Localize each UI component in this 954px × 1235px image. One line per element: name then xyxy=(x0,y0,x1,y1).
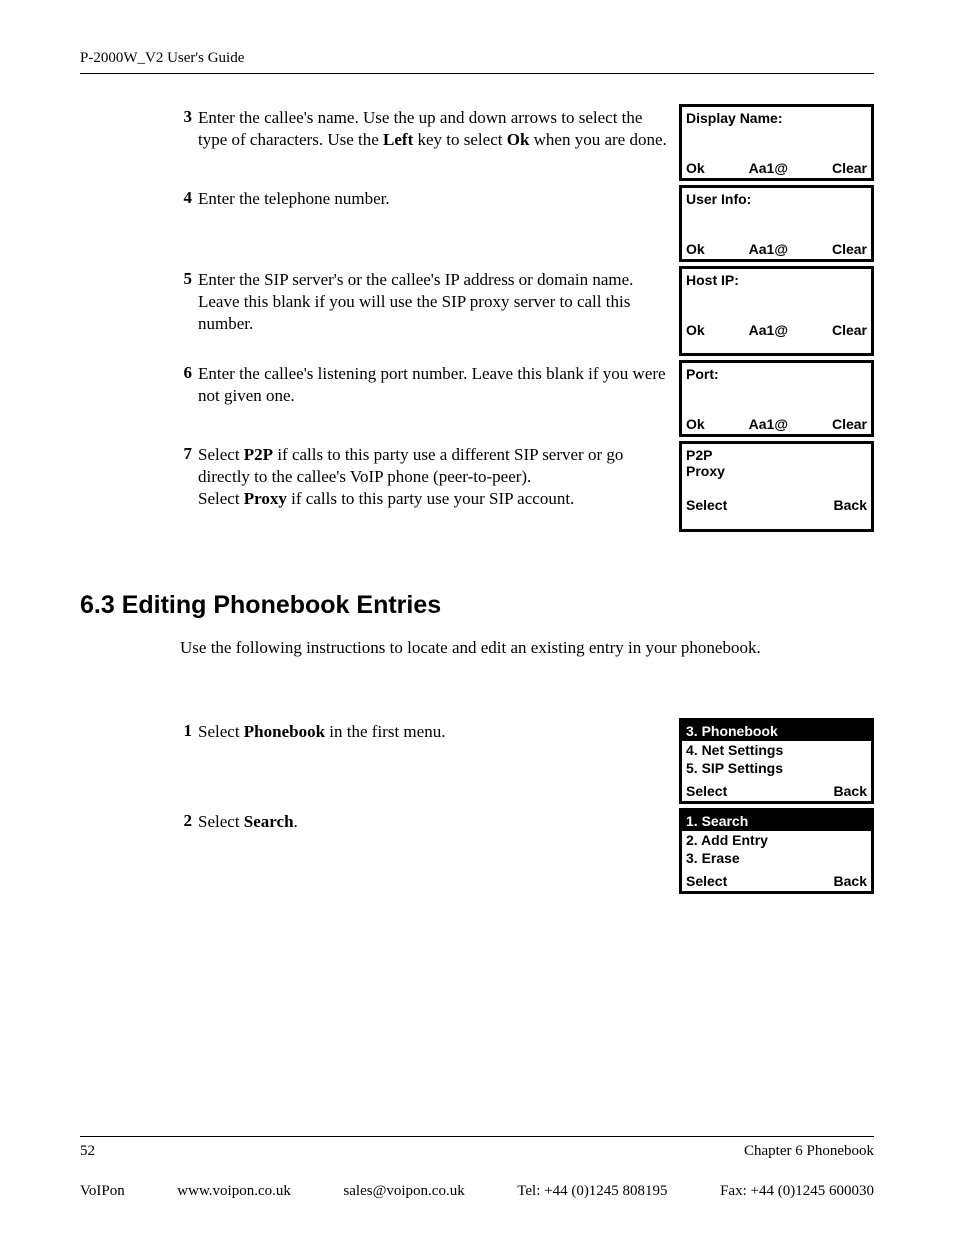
device-screen: Port:Ok Aa1@ Clear xyxy=(679,360,874,437)
step-number: 7 xyxy=(180,444,198,464)
softkey-mid: Aa1@ xyxy=(749,160,788,176)
device-menu-screen: 3. Phonebook4. Net Settings5. SIP Settin… xyxy=(679,718,874,804)
softkey-right: Clear xyxy=(832,241,867,257)
step-number: 5 xyxy=(180,269,198,289)
softkey-right: Clear xyxy=(832,322,867,338)
step-text: Select P2P if calls to this party use a … xyxy=(198,444,671,510)
menu-item: 4. Net Settings xyxy=(682,741,871,759)
step-block: 6Enter the callee's listening port numbe… xyxy=(180,360,874,441)
step-block: 7Select P2P if calls to this party use a… xyxy=(180,441,874,535)
menu-item: 2. Add Entry xyxy=(682,831,871,849)
chapter-label: Chapter 6 Phonebook xyxy=(744,1143,874,1160)
step-block: 5Enter the SIP server's or the callee's … xyxy=(180,266,874,360)
step-block: 4Enter the telephone number. User Info:Ok… xyxy=(180,185,874,266)
device-screen: P2PProxySelect Back xyxy=(679,441,874,531)
vendor-url: www.voipon.co.uk xyxy=(177,1183,291,1200)
menu-item-highlighted: 1. Search xyxy=(682,811,871,831)
step-text: Enter the callee's listening port number… xyxy=(198,363,671,407)
step-text: Enter the telephone number. xyxy=(198,188,671,210)
softkey-mid: Aa1@ xyxy=(749,322,788,338)
step-number: 6 xyxy=(180,363,198,383)
menu-softkeys: Select Back xyxy=(682,871,871,891)
softkey-mid: Aa1@ xyxy=(749,241,788,257)
step-block: 1Select Phonebook in the first menu. 3. P… xyxy=(180,718,874,808)
softkey-right: Clear xyxy=(832,416,867,432)
section-heading: 6.3 Editing Phonebook Entries xyxy=(80,591,874,620)
vendor-tel: Tel: +44 (0)1245 808195 xyxy=(517,1183,667,1200)
screen-softkeys: Ok Aa1@ Clear xyxy=(686,416,867,432)
screen-title: Host IP: xyxy=(686,272,867,322)
menu-item-highlighted: 3. Phonebook xyxy=(682,721,871,741)
section-intro: Use the following instructions to locate… xyxy=(180,638,874,658)
screen-title: P2PProxy xyxy=(686,447,867,497)
screen-title: Display Name: xyxy=(686,110,867,160)
vendor-name: VoIPon xyxy=(80,1183,125,1200)
device-screen: User Info:Ok Aa1@ Clear xyxy=(679,185,874,262)
screen-softkeys: Ok Aa1@ Clear xyxy=(686,241,867,257)
page-number: 52 xyxy=(80,1143,95,1160)
step-number: 1 xyxy=(180,721,198,741)
softkey-left: Select xyxy=(686,497,727,513)
steps-top: 3Enter the callee's name. Use the up and… xyxy=(180,104,874,536)
device-screen: Display Name:Ok Aa1@ Clear xyxy=(679,104,874,181)
softkey-left: Ok xyxy=(686,160,705,176)
step-text: Enter the callee's name. Use the up and … xyxy=(198,107,671,151)
device-screen: Host IP:Ok Aa1@ Clear xyxy=(679,266,874,356)
step-number: 3 xyxy=(180,107,198,127)
device-menu-screen: 1. Search2. Add Entry3. Erase Select Back xyxy=(679,808,874,894)
softkey-left: Ok xyxy=(686,322,705,338)
softkey-left: Select xyxy=(686,873,727,889)
screen-title: Port: xyxy=(686,366,867,416)
menu-item: 3. Erase xyxy=(682,849,871,867)
step-block: 3Enter the callee's name. Use the up and… xyxy=(180,104,874,185)
softkey-right: Back xyxy=(834,783,867,799)
screen-title: User Info: xyxy=(686,191,867,241)
step-text: Enter the SIP server's or the callee's I… xyxy=(198,269,671,335)
menu-softkeys: Select Back xyxy=(682,781,871,801)
page-header: P-2000W_V2 User's Guide xyxy=(80,50,874,74)
step-number: 4 xyxy=(180,188,198,208)
step-text: Select Phonebook in the first menu. xyxy=(198,721,671,743)
softkey-mid: Aa1@ xyxy=(749,416,788,432)
step-text: Select Search. xyxy=(198,811,671,833)
screen-softkeys: Ok Aa1@ Clear xyxy=(686,160,867,176)
vendor-email: sales@voipon.co.uk xyxy=(343,1183,464,1200)
softkey-left: Ok xyxy=(686,241,705,257)
screen-softkeys: Select Back xyxy=(686,497,867,513)
vendor-fax: Fax: +44 (0)1245 600030 xyxy=(720,1183,874,1200)
vendor-line: VoIPon www.voipon.co.uk sales@voipon.co.… xyxy=(80,1183,874,1200)
step-number: 2 xyxy=(180,811,198,831)
screen-softkeys: Ok Aa1@ Clear xyxy=(686,322,867,338)
softkey-right: Clear xyxy=(832,160,867,176)
step-block: 2Select Search. 1. Search2. Add Entry3. E… xyxy=(180,808,874,898)
steps-bottom: 1Select Phonebook in the first menu. 3. P… xyxy=(180,718,874,898)
menu-item: 5. SIP Settings xyxy=(682,759,871,777)
softkey-left: Ok xyxy=(686,416,705,432)
softkey-right: Back xyxy=(834,873,867,889)
softkey-left: Select xyxy=(686,783,727,799)
softkey-right: Back xyxy=(834,497,867,513)
header-title: P-2000W_V2 User's Guide xyxy=(80,50,244,66)
page-footer: 52 Chapter 6 Phonebook xyxy=(80,1136,874,1160)
